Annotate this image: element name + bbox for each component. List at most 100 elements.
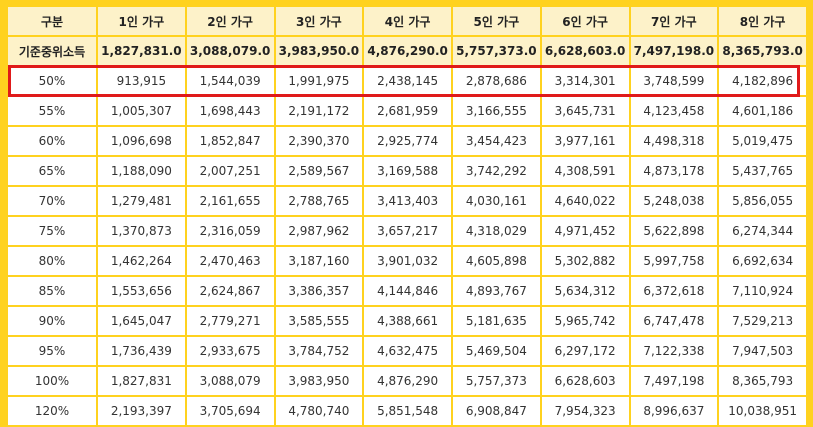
- table-cell: 1,544,039: [186, 67, 274, 95]
- table-cell: 3,088,079.0: [186, 37, 274, 65]
- table-cell: 6,747,478: [630, 307, 718, 335]
- table-cell: 5,248,038: [630, 187, 718, 215]
- table-cell: 6,628,603.0: [541, 37, 629, 65]
- table-cell: 5,437,765: [719, 157, 806, 185]
- table-cell: 5,965,742: [541, 307, 629, 335]
- table-cell: 5,856,055: [719, 187, 806, 215]
- table-cell: 4,632,475: [364, 337, 451, 365]
- table-row: 75% 1,370,873 2,316,059 2,987,962 3,657,217 4…: [8, 217, 806, 245]
- table-row: 50% 913,915 1,544,039 1,991,975 2,438,145 2,8…: [8, 67, 806, 95]
- table-cell: 4,893,767: [453, 277, 540, 305]
- table-row: 80% 1,462,264 2,470,463 3,187,160 3,901,032 4…: [8, 247, 806, 275]
- table-cell: 1,279,481: [98, 187, 185, 215]
- header-cell-category: 구분: [8, 7, 96, 35]
- table-cell: 4,640,022: [541, 187, 629, 215]
- table-cell: 5,851,548: [364, 397, 451, 425]
- table-cell: 7,497,198.0: [630, 37, 718, 65]
- table-cell: 6,274,344: [719, 217, 806, 245]
- table-cell: 4,388,661: [364, 307, 451, 335]
- table-cell: 1,698,443: [186, 97, 274, 125]
- table-cell: 1,852,847: [186, 127, 274, 155]
- table-cell: 7,529,213: [719, 307, 806, 335]
- row-label: 85%: [8, 277, 96, 305]
- table-cell: 7,947,503: [719, 337, 806, 365]
- table-cell: 2,007,251: [186, 157, 274, 185]
- table-cell: 3,901,032: [364, 247, 451, 275]
- table-cell: 3,088,079: [186, 367, 274, 395]
- table-row: 90% 1,645,047 2,779,271 3,585,555 4,388,661 5…: [8, 307, 806, 335]
- table-cell: 8,365,793: [719, 367, 806, 395]
- table-cell: 5,019,475: [719, 127, 806, 155]
- table-cell: 3,585,555: [275, 307, 363, 335]
- table-cell: 7,122,338: [630, 337, 718, 365]
- table-cell: 2,987,962: [275, 217, 363, 245]
- table-cell: 2,779,271: [186, 307, 274, 335]
- table-cell: 6,297,172: [541, 337, 629, 365]
- header-row: 구분 1인 가구 2인 가구 3인 가구 4인 가구 5인 가구 6인 가구 7…: [8, 7, 806, 35]
- table-cell: 7,954,323: [541, 397, 629, 425]
- row-label: 65%: [8, 157, 96, 185]
- table-cell: 4,030,161: [453, 187, 540, 215]
- table-cell: 6,908,847: [453, 397, 540, 425]
- table-row: 120% 2,193,397 3,705,694 4,780,740 5,851,548…: [8, 397, 806, 425]
- table-cell: 1,827,831.0: [98, 37, 185, 65]
- table-cell: 2,624,867: [186, 277, 274, 305]
- table-row: 100% 1,827,831 3,088,079 3,983,950 4,876,290…: [8, 367, 806, 395]
- header-cell-household-1: 1인 가구: [98, 7, 185, 35]
- table-cell: 2,193,397: [98, 397, 185, 425]
- table-cell: 6,372,618: [630, 277, 718, 305]
- table-cell: 8,365,793.0: [719, 37, 806, 65]
- table-cell: 4,601,186: [719, 97, 806, 125]
- table-cell: 8,996,637: [630, 397, 718, 425]
- table-cell: 6,692,634: [719, 247, 806, 275]
- table-cell: 2,191,172: [275, 97, 363, 125]
- header-cell-household-2: 2인 가구: [186, 7, 274, 35]
- table-cell: 2,589,567: [275, 157, 363, 185]
- table-cell: 1,736,439: [98, 337, 185, 365]
- table-cell: 1,827,831: [98, 367, 185, 395]
- table-cell: 3,784,752: [275, 337, 363, 365]
- table-cell: 4,318,029: [453, 217, 540, 245]
- table-cell: 4,971,452: [541, 217, 629, 245]
- row-label: 95%: [8, 337, 96, 365]
- table-row: 70% 1,279,481 2,161,655 2,788,765 3,413,403 4…: [8, 187, 806, 215]
- table-cell: 6,628,603: [541, 367, 629, 395]
- row-label: 기준중위소득: [8, 37, 96, 65]
- table-cell: 4,123,458: [630, 97, 718, 125]
- income-table-frame: 구분 1인 가구 2인 가구 3인 가구 4인 가구 5인 가구 6인 가구 7…: [6, 5, 808, 425]
- table-cell: 4,873,178: [630, 157, 718, 185]
- table-row: 60% 1,096,698 1,852,847 2,390,370 2,925,774 3…: [8, 127, 806, 155]
- table-cell: 3,705,694: [186, 397, 274, 425]
- table-cell: 1,991,975: [275, 67, 363, 95]
- table-cell: 4,144,846: [364, 277, 451, 305]
- table-cell: 3,454,423: [453, 127, 540, 155]
- table-cell: 3,314,301: [541, 67, 629, 95]
- header-cell-household-8: 8인 가구: [719, 7, 806, 35]
- header-cell-household-5: 5인 가구: [453, 7, 540, 35]
- table-cell: 3,983,950: [275, 367, 363, 395]
- table-cell: 5,634,312: [541, 277, 629, 305]
- table-cell: 4,605,898: [453, 247, 540, 275]
- table-cell: 5,757,373: [453, 367, 540, 395]
- table-cell: 5,181,635: [453, 307, 540, 335]
- table-cell: 4,182,896: [719, 67, 806, 95]
- table-cell: 2,925,774: [364, 127, 451, 155]
- table-cell: 3,977,161: [541, 127, 629, 155]
- table-cell: 4,780,740: [275, 397, 363, 425]
- row-label: 50%: [8, 67, 96, 95]
- table-cell: 3,166,555: [453, 97, 540, 125]
- table-cell: 3,983,950.0: [275, 37, 363, 65]
- table-cell: 3,742,292: [453, 157, 540, 185]
- table-cell: 5,622,898: [630, 217, 718, 245]
- header-cell-household-4: 4인 가구: [364, 7, 451, 35]
- table-cell: 5,997,758: [630, 247, 718, 275]
- header-cell-household-6: 6인 가구: [541, 7, 629, 35]
- table-cell: 1,370,873: [98, 217, 185, 245]
- table-cell: 4,498,318: [630, 127, 718, 155]
- table-cell: 3,413,403: [364, 187, 451, 215]
- row-label: 90%: [8, 307, 96, 335]
- table-cell: 3,748,599: [630, 67, 718, 95]
- table-cell: 2,316,059: [186, 217, 274, 245]
- row-label: 100%: [8, 367, 96, 395]
- table-cell: 5,469,504: [453, 337, 540, 365]
